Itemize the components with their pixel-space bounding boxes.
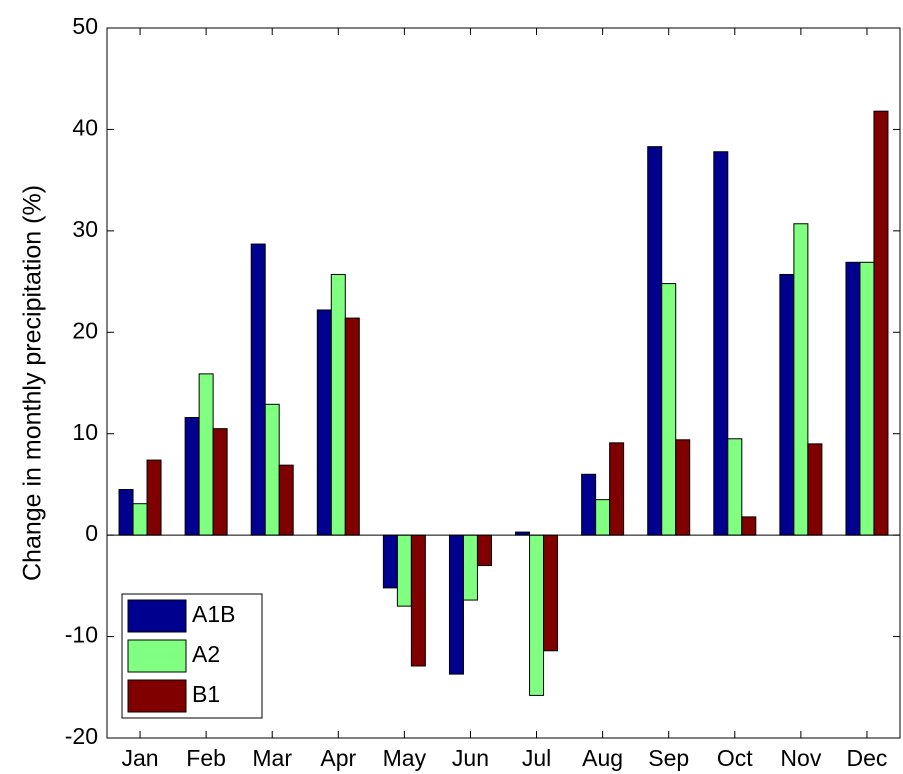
bar (316, 309, 332, 536)
bar (382, 534, 398, 589)
bar (212, 428, 228, 536)
bar (595, 499, 611, 536)
bar (779, 273, 795, 536)
bar (462, 534, 478, 601)
bar (873, 110, 889, 536)
legend-label: A1B (192, 601, 235, 627)
bar (250, 243, 266, 536)
bar (184, 416, 200, 536)
y-tick-label: 20 (72, 317, 98, 343)
legend-label: A2 (192, 641, 220, 667)
y-tick-label: 10 (72, 419, 98, 445)
x-tick-label: Sep (648, 745, 689, 771)
x-tick-label: Nov (780, 745, 821, 771)
x-tick-label: Mar (252, 745, 292, 771)
y-tick-label: -20 (65, 723, 98, 749)
x-tick-label: Feb (186, 745, 226, 771)
bar (581, 473, 597, 536)
bar (410, 534, 426, 667)
bar (647, 146, 663, 536)
y-tick-label: 50 (72, 13, 98, 39)
bar (859, 261, 875, 536)
y-tick-label: -10 (65, 622, 98, 648)
bar (146, 459, 162, 536)
bar (845, 261, 861, 536)
bar (529, 534, 545, 696)
bar (543, 534, 559, 652)
bar (264, 403, 280, 536)
x-tick-label: Dec (847, 745, 888, 771)
y-tick-label: 30 (72, 216, 98, 242)
bar (476, 534, 492, 567)
bar (330, 273, 346, 536)
x-tick-label: Aug (582, 745, 623, 771)
bar (609, 442, 625, 536)
x-tick-label: Jun (452, 745, 489, 771)
legend-swatch (127, 599, 187, 633)
y-axis-label: Change in monthly precipitation (%) (19, 185, 47, 581)
bar (118, 489, 134, 536)
legend-swatch (127, 679, 187, 713)
y-tick-label: 0 (85, 520, 98, 546)
bar (741, 516, 757, 536)
bar (675, 439, 691, 536)
x-tick-label: Jul (522, 745, 551, 771)
x-tick-label: Oct (717, 745, 753, 771)
bar (396, 534, 412, 607)
x-tick-label: May (383, 745, 427, 771)
bar (132, 503, 148, 536)
bar (198, 373, 214, 536)
legend-label: B1 (192, 681, 220, 707)
x-tick-label: Apr (320, 745, 356, 771)
bar (278, 464, 294, 536)
bar (344, 317, 360, 536)
bar (793, 223, 809, 536)
bar (661, 283, 677, 536)
bar (727, 438, 743, 536)
bar (807, 443, 823, 536)
legend-swatch (127, 639, 187, 673)
bar (448, 534, 464, 675)
bar (713, 151, 729, 536)
y-tick-label: 40 (72, 115, 98, 141)
x-tick-label: Jan (121, 745, 158, 771)
